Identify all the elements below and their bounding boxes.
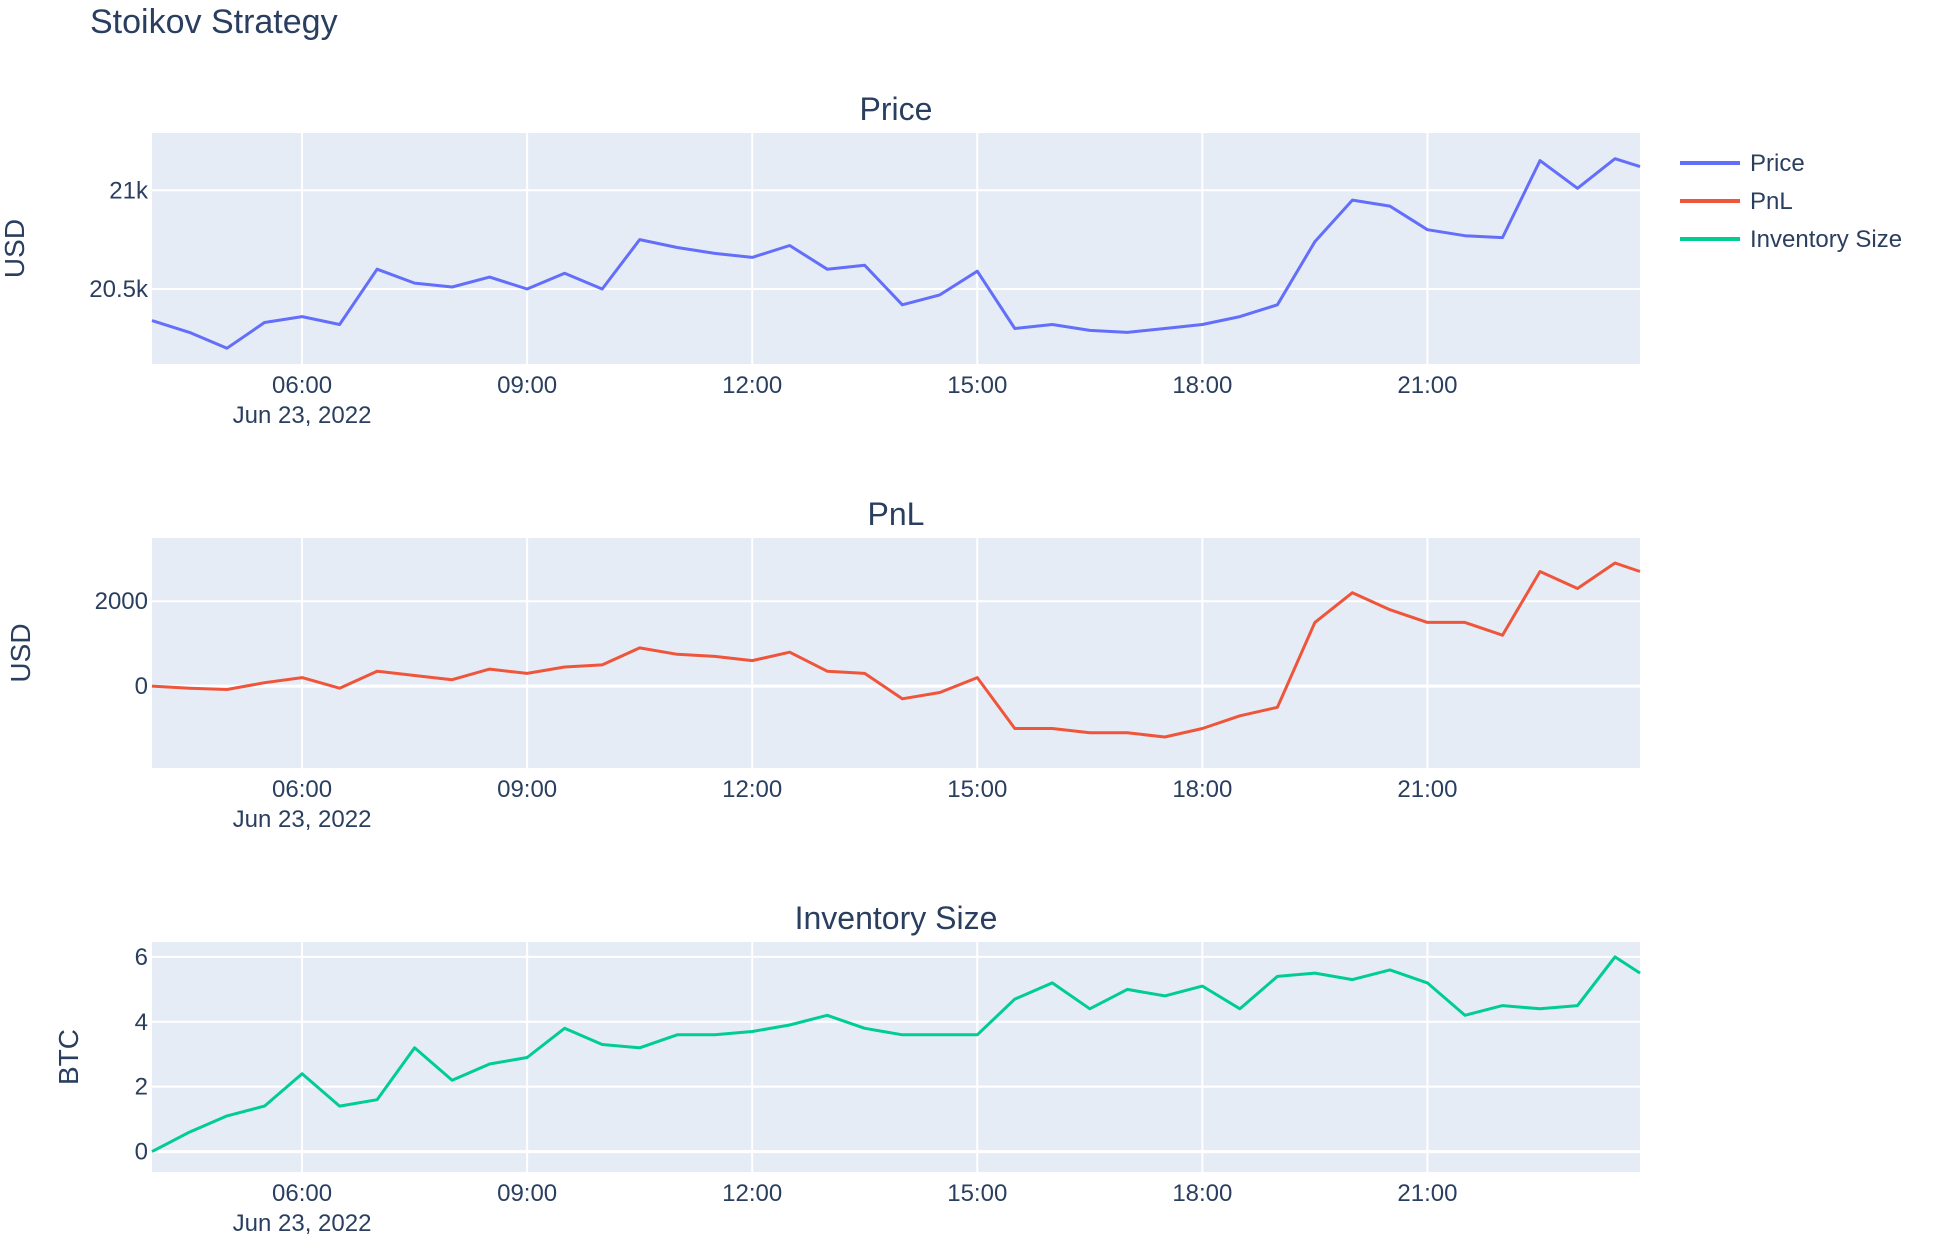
- x-tick-date-label: Jun 23, 2022: [233, 806, 372, 833]
- x-tick-label: 18:00: [1172, 1180, 1232, 1207]
- x-tick-label: 12:00: [722, 372, 782, 399]
- x-tick-label: 21:00: [1397, 776, 1457, 803]
- plot-area: [152, 538, 1640, 768]
- x-tick-label: 09:00: [497, 776, 557, 803]
- x-tick-label: 15:00: [947, 1180, 1007, 1207]
- y-tick-label: 20.5k: [89, 276, 149, 303]
- legend-label: PnL: [1750, 188, 1793, 215]
- subplot-inventory: 06:00 09:00 12:00 15:00 18:00 21:00 Jun 23, 20…: [53, 900, 1641, 1237]
- series-line: [151, 955, 1641, 1153]
- x-tick-label: 21:00: [1397, 372, 1457, 399]
- y-tick-label: 2000: [95, 588, 148, 615]
- x-tick-label: 15:00: [947, 776, 1007, 803]
- x-tick-label: 21:00: [1397, 1180, 1457, 1207]
- x-tick-label: 09:00: [497, 372, 557, 399]
- subplot-title: Inventory Size: [795, 900, 998, 936]
- x-tick-label: 15:00: [947, 372, 1007, 399]
- legend[interactable]: Price PnL Inventory Size: [1680, 150, 1902, 253]
- series-line: [151, 157, 1641, 350]
- plot-area: [152, 133, 1640, 364]
- y-axis-label: USD: [5, 623, 36, 682]
- y-tick-label: 21k: [109, 177, 149, 204]
- figure-title: Stoikov Strategy: [90, 3, 338, 41]
- x-tick-date-label: Jun 23, 2022: [233, 402, 372, 429]
- x-tick-label: 09:00: [497, 1180, 557, 1207]
- y-axis-label: BTC: [53, 1029, 84, 1085]
- x-tick-label: 12:00: [722, 776, 782, 803]
- y-axis-label: USD: [0, 219, 30, 278]
- subplot-title: PnL: [868, 496, 925, 532]
- y-tick-label: 0: [135, 673, 148, 700]
- plot-area: [152, 942, 1640, 1172]
- y-tick-label: 4: [135, 1009, 148, 1036]
- x-tick-label: 06:00: [272, 372, 332, 399]
- y-tick-label: 0: [135, 1139, 148, 1166]
- y-tick-label: 6: [135, 944, 148, 971]
- x-tick-date-label: Jun 23, 2022: [233, 1210, 372, 1237]
- subplot-title: Price: [860, 91, 933, 127]
- subplot-pnl: 06:00 09:00 12:00 15:00 18:00 21:00 Jun 23, 20…: [5, 496, 1641, 833]
- legend-label: Price: [1750, 150, 1805, 177]
- x-tick-label: 12:00: [722, 1180, 782, 1207]
- x-tick-label: 06:00: [272, 776, 332, 803]
- x-tick-label: 18:00: [1172, 776, 1232, 803]
- legend-label: Inventory Size: [1750, 226, 1902, 253]
- y-tick-label: 2: [135, 1074, 148, 1101]
- x-tick-label: 18:00: [1172, 372, 1232, 399]
- subplot-price: 06:00 09:00 12:00 15:00 18:00 21:00 Jun 23, 20…: [0, 91, 1641, 429]
- series-line: [151, 561, 1641, 739]
- x-tick-label: 06:00: [272, 1180, 332, 1207]
